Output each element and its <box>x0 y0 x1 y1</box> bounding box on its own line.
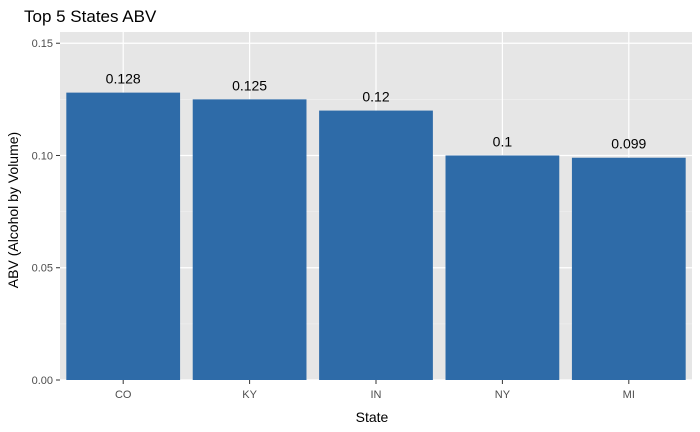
bar-in <box>319 110 433 381</box>
bar-ky <box>192 99 307 381</box>
y-tick-label: 0.10 <box>32 150 53 162</box>
chart-title: Top 5 States ABV <box>24 7 157 26</box>
y-axis-title: ABV (Alcohol by Volume) <box>5 132 21 288</box>
y-tick-label: 0.05 <box>32 263 53 275</box>
x-tick-label: MI <box>623 389 635 401</box>
bar-value-label: 0.12 <box>362 89 389 105</box>
bar-co <box>66 92 181 380</box>
x-tick-label: CO <box>115 389 132 401</box>
y-tick-label: 0.15 <box>32 38 53 50</box>
bar-ny <box>445 155 560 380</box>
x-axis-title: State <box>356 409 389 425</box>
bar-value-label: 0.128 <box>106 71 141 87</box>
y-axis: 0.00 0.05 0.10 0.15 <box>32 38 60 387</box>
x-tick-label: KY <box>242 389 257 401</box>
x-tick-label: IN <box>371 389 382 401</box>
bar-labels: 0.128 0.125 0.12 0.1 0.099 <box>106 71 647 152</box>
bar-value-label: 0.1 <box>493 133 513 149</box>
x-axis: CO KY IN NY MI <box>115 380 635 401</box>
y-tick-label: 0.00 <box>32 375 53 387</box>
bar-value-label: 0.099 <box>611 136 646 152</box>
bars <box>66 92 686 381</box>
x-tick-label: NY <box>495 389 511 401</box>
bar-value-label: 0.125 <box>232 77 267 93</box>
bar-mi <box>571 157 686 380</box>
